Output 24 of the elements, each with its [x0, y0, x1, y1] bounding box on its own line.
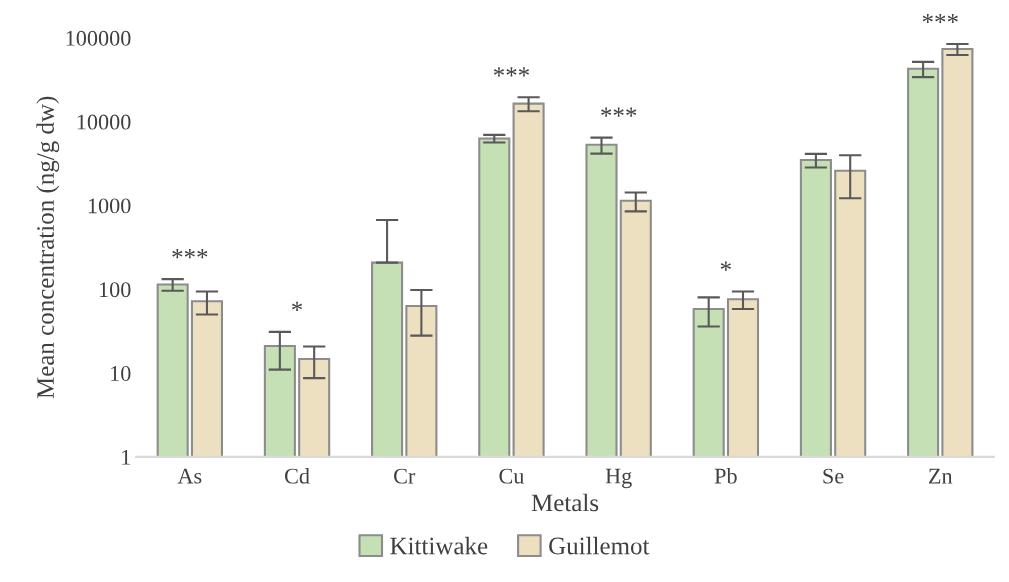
x-tick-label: Zn: [928, 468, 953, 484]
y-tick-label: 100: [99, 282, 131, 298]
legend-label: Guillemot: [549, 536, 650, 555]
x-tick-label: Cu: [499, 468, 525, 484]
annotation: ***: [601, 107, 637, 117]
x-tick-label: Cd: [284, 467, 310, 484]
annotation: *: [720, 261, 731, 271]
x-tick-label: Hg: [605, 468, 632, 489]
annotation: *: [292, 301, 303, 312]
x-tick-label: Se: [823, 468, 844, 484]
text: ***: [922, 13, 958, 24]
y-tick-label: 1: [122, 449, 131, 465]
legend-label: Kittiwake: [390, 536, 488, 555]
x-axis-title: Metals: [531, 493, 599, 512]
annotation: ***: [493, 67, 529, 77]
y-tick-label: 100000: [66, 30, 131, 46]
y-tick-label: 1000: [88, 198, 131, 214]
x-tick-label: Pb: [714, 467, 737, 484]
x-tick-label: As: [177, 468, 202, 484]
y-axis-title: Mean concentration (ng/g dw): [36, 96, 60, 399]
y-tick-label: 10000: [77, 114, 131, 130]
x-tick-label: Cr: [394, 468, 416, 484]
annotation: ***: [172, 249, 208, 259]
y-tick-label: 10: [111, 365, 131, 381]
